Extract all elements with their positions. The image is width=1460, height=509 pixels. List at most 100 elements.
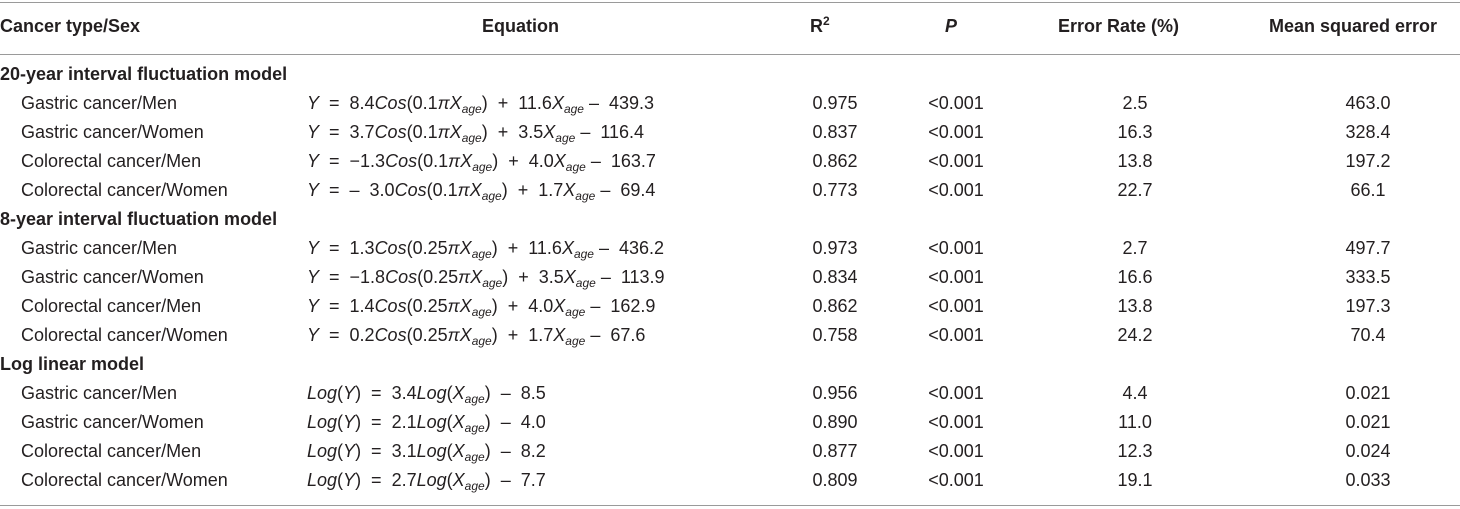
equation-term: (0.25: [406, 325, 448, 345]
equation-term: ) = 3.4: [355, 383, 417, 403]
equation-term: – 67.6: [585, 325, 646, 345]
p-value: <0.001: [928, 151, 984, 171]
equation-term: (: [337, 383, 344, 403]
mse-value: 0.033: [1345, 470, 1391, 490]
row-label: Gastric cancer/Women: [21, 122, 204, 142]
equation-term: (0.1: [406, 93, 438, 113]
equation-term: X: [553, 296, 566, 316]
error-rate-value: 12.3: [1117, 441, 1153, 461]
equation-term: Log: [307, 470, 338, 490]
p-value: <0.001: [928, 238, 984, 258]
row-label: Colorectal cancer/Men: [21, 441, 202, 461]
equation-term: ) + 4.0: [491, 296, 554, 316]
top-rule: [0, 2, 1460, 3]
r-squared-value: 0.834: [812, 267, 858, 287]
p-value: <0.001: [928, 267, 984, 287]
equation-term: (: [446, 383, 453, 403]
error-rate-value: 16.3: [1117, 122, 1153, 142]
p-value: <0.001: [928, 93, 984, 113]
equation-term: Cos: [374, 325, 407, 345]
equation-subscript: age: [464, 392, 485, 406]
equation-term: Cos: [374, 93, 407, 113]
header-r-squared: R2: [810, 14, 830, 37]
p-value: <0.001: [928, 122, 984, 142]
equation-term: ) + 4.0: [492, 151, 554, 171]
equation-term: Log: [307, 383, 338, 403]
equation-subscript: age: [464, 479, 485, 493]
equation-term: (0.1: [417, 151, 449, 171]
equation-term: (: [446, 412, 453, 432]
row-label: Colorectal cancer/Men: [21, 151, 202, 171]
row-label: Gastric cancer/Men: [21, 93, 178, 113]
equation-cell: Y = −1.3Cos(0.1πXage) + 4.0Xage – 163.7: [307, 150, 656, 173]
equation-term: ) + 3.5: [502, 267, 564, 287]
equation-cell: Y = – 3.0Cos(0.1πXage) + 1.7Xage – 69.4: [307, 179, 655, 203]
equation-term: X: [553, 151, 566, 171]
equation-term: Cos: [374, 238, 407, 258]
header-cancer-type: Cancer type/Sex: [0, 16, 141, 36]
r-squared-value: 0.773: [812, 180, 858, 200]
equation-term: ) = 2.1: [355, 412, 417, 432]
equation-subscript: age: [464, 421, 485, 435]
p-value: <0.001: [928, 470, 984, 490]
equation-term: – 162.9: [585, 296, 656, 316]
equation-subscript: age: [471, 334, 492, 348]
error-rate-value: 24.2: [1117, 325, 1153, 345]
equation-subscript: age: [464, 450, 485, 464]
equation-term: ) – 4.0: [484, 412, 546, 432]
equation-term: X: [543, 122, 556, 142]
equation-term: Y: [307, 122, 320, 142]
equation-term: X: [553, 325, 566, 345]
equation-term: Y: [307, 296, 320, 316]
table-row: Colorectal cancer/Men Y = 1.4Cos(0.25πXag…: [0, 295, 1460, 324]
equation-subscript: age: [565, 305, 586, 319]
equation-term: – 116.4: [575, 122, 645, 142]
equation-term: ) + 11.6: [491, 238, 562, 258]
equation-term: ) + 1.7: [491, 325, 554, 345]
equation-term: Y: [307, 151, 320, 171]
equation-term: ) – 7.7: [484, 470, 546, 490]
equation-cell: Y = −1.8Cos(0.25πXage) + 3.5Xage – 113.9: [307, 266, 665, 289]
p-value: <0.001: [928, 325, 984, 345]
equation-subscript: age: [575, 189, 596, 203]
equation-term: πX: [437, 93, 462, 113]
equation-term: X: [452, 470, 465, 490]
equation-term: ) = 3.1: [355, 441, 417, 461]
equation-subscript: age: [461, 131, 482, 145]
header-equation: Equation: [482, 16, 559, 36]
error-rate-value: 22.7: [1117, 180, 1153, 200]
p-value: <0.001: [928, 412, 984, 432]
equation-cell: Log(Y) = 3.1Log(Xage) – 8.2: [307, 440, 546, 464]
r-squared-value: 0.890: [812, 412, 858, 432]
equation-term: ) – 8.5: [484, 383, 546, 403]
row-label: Colorectal cancer/Women: [21, 180, 228, 200]
equation-subscript: age: [471, 247, 492, 261]
equation-term: Cos: [385, 267, 418, 287]
equation-term: X: [452, 383, 465, 403]
equation-term: Cos: [374, 296, 407, 316]
equation-term: = 0.2: [319, 325, 375, 345]
r-squared-value: 0.837: [812, 122, 858, 142]
mse-value: 497.7: [1345, 238, 1391, 258]
header-r-squared-base: R: [810, 16, 823, 36]
equation-term: – 163.7: [585, 151, 656, 171]
mse-value: 66.1: [1350, 180, 1386, 200]
equation-term: = 8.4: [319, 93, 375, 113]
section-title: 20-year interval fluctuation model: [0, 64, 288, 84]
error-rate-value: 11.0: [1118, 412, 1152, 432]
equation-cell: Log(Y) = 2.7Log(Xage) – 7.7: [307, 469, 546, 493]
p-value: <0.001: [928, 383, 984, 403]
r-squared-value: 0.809: [812, 470, 858, 490]
row-label: Gastric cancer/Men: [21, 383, 178, 403]
equation-term: = 1.4: [319, 296, 375, 316]
equation-cell: Log(Y) = 2.1Log(Xage) – 4.0: [307, 411, 546, 435]
equation-term: ) – 8.2: [484, 441, 546, 461]
equation-term: = 1.3: [319, 238, 375, 258]
section-title: Log linear model: [0, 354, 145, 374]
equation-term: (0.1: [406, 122, 438, 142]
equation-term: (: [446, 470, 453, 490]
header-p-value: P: [945, 16, 958, 36]
equation-term: (0.1: [426, 180, 458, 200]
header-rule: [0, 54, 1460, 55]
table-row: Colorectal cancer/Women Log(Y) = 2.7Log(X…: [0, 469, 1460, 498]
